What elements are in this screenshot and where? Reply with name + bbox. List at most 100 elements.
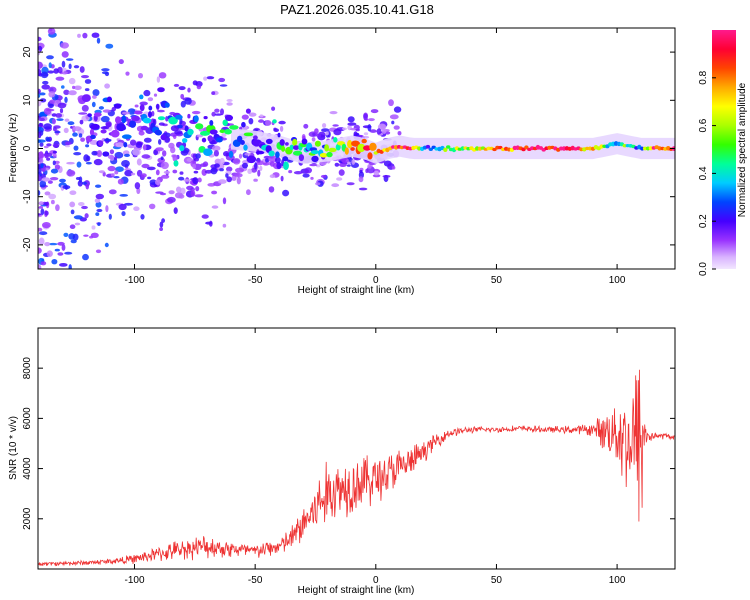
spectrogram-ridge-blob (344, 147, 349, 155)
spectrogram-speckle (141, 154, 151, 159)
spectrogram-speckle (346, 182, 355, 186)
spectrogram-speckle (158, 72, 167, 79)
spectrogram-ridge-blob (240, 140, 245, 145)
spectrogram-speckle (309, 163, 318, 167)
spectrogram-ridge-blob (90, 123, 100, 130)
spectrogram-speckle (38, 167, 42, 173)
spectrogram-speckle (52, 118, 56, 125)
spectrogram-speckle (84, 79, 92, 84)
snr-x-ticks: -100 -50 0 50 100 (125, 328, 626, 586)
spectrogram-ridge-blob (275, 151, 280, 158)
spectrogram-speckle (38, 237, 45, 245)
spectrogram-speckle (63, 232, 69, 237)
spectrogram-speckle (38, 61, 43, 69)
spectrogram-speckle (85, 161, 92, 165)
spectrogram-speckle (254, 162, 258, 170)
spectrogram-speckle (46, 108, 55, 112)
spectrogram-ridge-blob (203, 148, 213, 156)
spectrogram-speckle (138, 130, 145, 136)
spectrogram-ridge-blob (225, 114, 233, 121)
spectrogram-speckle (72, 85, 76, 90)
spectrogram-speckle (55, 204, 60, 212)
spectrogram-ridge-blob (90, 134, 96, 140)
spectrogram-speckle (173, 83, 180, 87)
spectrogram-speckle (52, 150, 57, 154)
spectrogram-speckle (388, 99, 394, 107)
spectrogram-ridge-blob (289, 144, 294, 150)
spectrogram-speckle (48, 62, 52, 69)
spectrogram-ridge-blob (265, 138, 273, 144)
spectrogram-ridge-blob (193, 115, 199, 123)
spectrogram-ridge-blob (326, 151, 333, 158)
spectrogram-speckle (122, 111, 130, 115)
spectrogram-x-tick-label: 100 (609, 275, 626, 286)
spectrogram-speckle (40, 163, 44, 169)
spectrogram-speckle (51, 259, 58, 265)
spectrogram-speckle (52, 153, 57, 158)
spectrogram-speckle (234, 173, 243, 178)
spectrogram-ridge-blob (285, 142, 289, 146)
spectrogram-ridge-blob (113, 103, 122, 109)
spectrogram-speckle (57, 102, 67, 109)
spectrogram-speckle (235, 167, 244, 173)
spectrogram-speckle (178, 176, 185, 181)
spectrogram-ridge-blob (425, 144, 431, 149)
spectrogram-speckle (81, 181, 87, 185)
spectrogram-speckle (226, 166, 233, 172)
spectrogram-speckle (382, 175, 391, 178)
spectrogram-ridge-blob (140, 125, 149, 131)
spectrogram-speckle (155, 103, 160, 110)
spectrogram-speckle (192, 80, 198, 86)
spectrogram-speckle (91, 101, 96, 108)
spectrogram-speckle (210, 167, 218, 175)
snr-y-tick-label: 6000 (22, 407, 33, 430)
spectrogram-speckle (66, 169, 76, 177)
spectrogram-x-ticks: -100 -50 0 50 100 (125, 28, 626, 286)
spectrogram-speckle (376, 128, 382, 135)
spectrogram-speckle (369, 129, 377, 133)
spectrogram-speckle (61, 85, 65, 89)
spectrogram-speckle (41, 84, 50, 90)
spectrogram-speckle (49, 99, 55, 105)
spectrogram-ridge-blob (209, 120, 214, 126)
spectrogram-speckle (163, 170, 171, 174)
spectrogram-x-tick-label: -100 (125, 275, 145, 286)
spectrogram-ridge-blob (311, 155, 319, 163)
spectrogram-speckle (113, 176, 120, 179)
spectrogram-ridge-blob (293, 145, 300, 151)
spectrogram-speckle (66, 161, 75, 165)
spectrogram-speckle (104, 242, 109, 248)
spectrogram-ridge-blob (283, 161, 289, 170)
spectrogram-speckle (269, 174, 276, 179)
spectrogram-speckle (124, 202, 133, 206)
spectrogram-speckle (95, 201, 102, 208)
spectrogram-y-tick-label: -20 (22, 237, 33, 252)
spectrogram-speckle (78, 202, 85, 206)
spectrogram-speckle (38, 45, 43, 52)
spectrogram-ridge-blob (182, 138, 188, 143)
spectrogram-speckle (81, 104, 89, 112)
spectrogram-speckle (195, 186, 200, 192)
spectrogram-speckle (365, 168, 369, 173)
spectrogram-ridge-blob (121, 134, 132, 139)
spectrogram-y-tick-label: 10 (22, 94, 33, 106)
spectrogram-ridge-blob (142, 117, 152, 124)
spectrogram-ridge-blob (195, 123, 204, 130)
spectrogram-speckle (161, 174, 170, 179)
spectrogram-speckle (320, 174, 327, 178)
spectrogram-speckle (269, 161, 275, 167)
spectrogram-ridge-blob (333, 137, 338, 143)
spectrogram-speckle (62, 185, 71, 190)
spectrogram-ridge-blob (369, 142, 377, 151)
spectrogram-speckle (55, 76, 65, 81)
spectrogram-speckle (72, 126, 82, 132)
spectrogram-speckle (91, 32, 100, 38)
spectrogram-speckle (273, 127, 277, 131)
spectrogram-ridge-blob (237, 135, 243, 143)
spectrogram-speckle (54, 130, 61, 134)
spectrogram-speckle (156, 76, 161, 83)
spectrogram-speckle (241, 114, 249, 120)
spectrogram-speckle (76, 161, 82, 168)
spectrogram-ridge-blob (224, 128, 232, 135)
spectrogram-ridge-blob (200, 130, 210, 136)
